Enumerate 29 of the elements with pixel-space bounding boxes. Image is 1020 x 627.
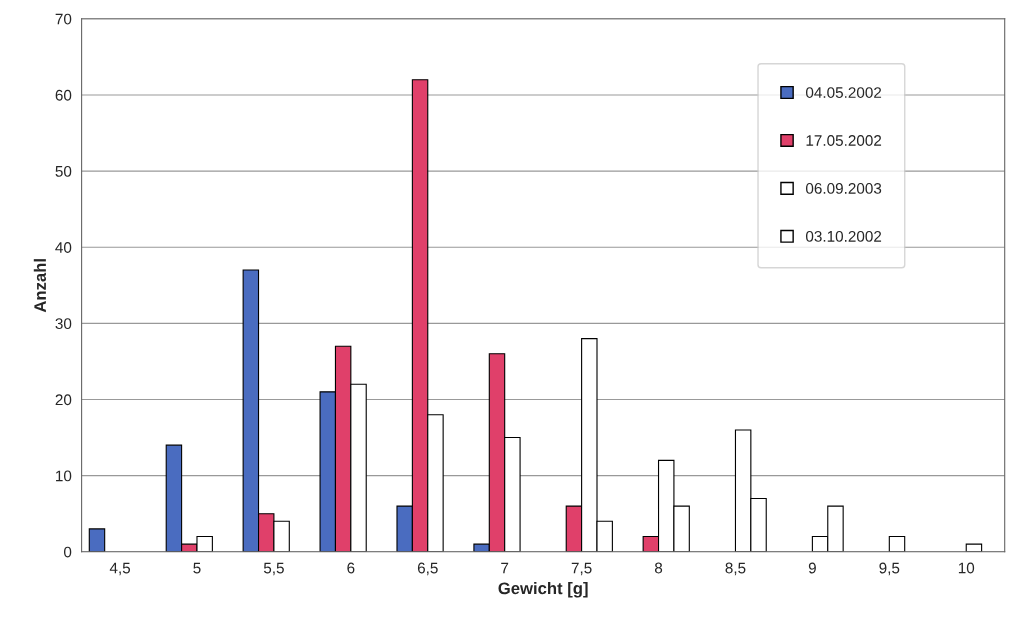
legend-label: 17.05.2002: [806, 135, 882, 146]
x-tick-label: 8,5: [725, 562, 746, 576]
y-tick-label: 50: [55, 165, 72, 177]
x-tick-label: 9: [808, 562, 816, 574]
x-tick-label: 9,5: [879, 562, 900, 576]
y-tick-label: 60: [55, 89, 72, 101]
x-tick-label: 6,5: [417, 562, 438, 576]
x-tick-label: 5: [193, 562, 201, 574]
x-tick-label: 10: [958, 562, 975, 574]
bar: [88, 528, 106, 552]
bar: [965, 543, 983, 552]
x-axis-title: Gewicht [g]: [498, 581, 588, 598]
legend-label: 06.09.2003: [805, 183, 882, 194]
x-tick-label: 4,5: [109, 562, 131, 576]
bar: [888, 535, 906, 552]
x-tick-label: 7,5: [571, 562, 592, 576]
x-tick-label: 6: [347, 562, 355, 574]
legend-label: 03.10.2002: [805, 230, 882, 242]
y-tick-label: 40: [55, 242, 72, 253]
y-tick-label: 70: [55, 13, 72, 25]
x-tick-label: 8: [654, 562, 663, 574]
y-tick-label: 30: [55, 318, 72, 330]
x-tick-label: 5,5: [263, 562, 284, 576]
y-tick-label: 10: [56, 470, 72, 482]
x-tick-label: 7: [501, 562, 509, 574]
y-axis-title: Anzahl: [33, 259, 47, 313]
y-tick-label: 20: [55, 394, 72, 406]
legend-label: 04.05.2002: [805, 87, 882, 98]
y-tick-label: 0: [63, 546, 72, 558]
